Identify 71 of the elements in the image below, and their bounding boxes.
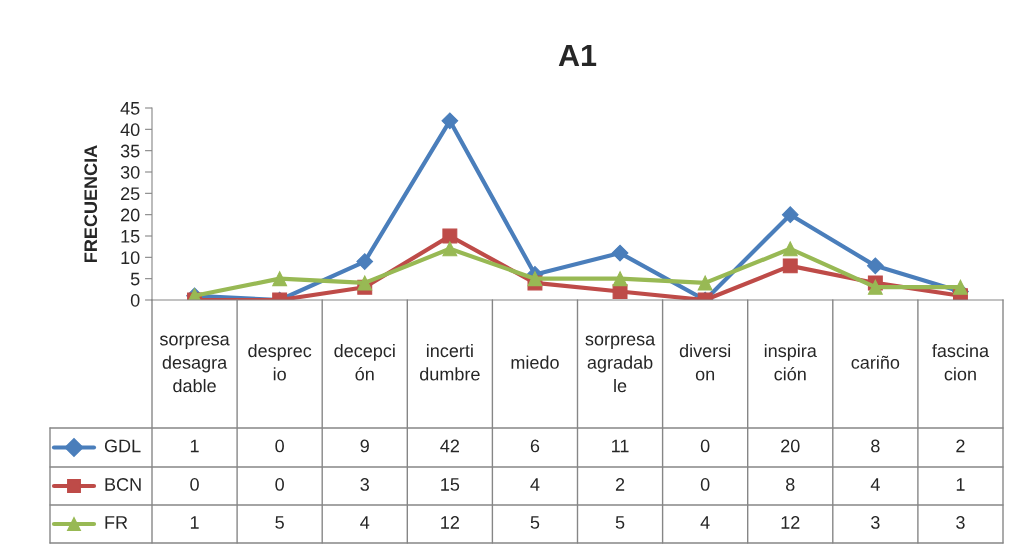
point xyxy=(866,257,884,275)
y-tick-label: 45 xyxy=(120,102,140,115)
data-label: 5 xyxy=(615,516,625,529)
data-label: 3 xyxy=(360,478,369,491)
data-label: 6 xyxy=(530,439,540,453)
point xyxy=(952,279,968,295)
data-label: 1 xyxy=(190,439,199,453)
data-label: 12 xyxy=(441,516,459,529)
x-tick-label: sorpresa desagradable xyxy=(159,335,230,393)
point xyxy=(782,258,798,274)
data-label: 4 xyxy=(360,516,370,529)
data-label: 1 xyxy=(956,478,965,491)
point xyxy=(357,275,373,291)
point xyxy=(612,271,628,287)
data-label: 2 xyxy=(956,439,965,453)
data-label: 9 xyxy=(360,439,369,453)
data-label: 8 xyxy=(871,439,880,453)
data-label: 12 xyxy=(781,516,800,529)
legend-label: GDL xyxy=(104,439,141,453)
x-tick-label: decepción xyxy=(334,343,395,381)
point xyxy=(781,206,799,224)
data-label: 5 xyxy=(530,516,540,529)
y-tick-label: 30 xyxy=(120,165,140,179)
x-tick-label: miedo xyxy=(511,355,559,369)
data-label: 8 xyxy=(786,478,795,491)
data-label: 0 xyxy=(275,439,284,453)
data-label: 0 xyxy=(700,478,710,491)
data-label: 5 xyxy=(275,516,284,529)
data-label: 0 xyxy=(275,478,284,491)
point xyxy=(527,271,543,287)
y-tick-label: 40 xyxy=(120,123,140,137)
data-label: 3 xyxy=(956,516,965,529)
point xyxy=(442,241,458,257)
data-label: 20 xyxy=(781,439,800,453)
y-tick-label: 10 xyxy=(121,251,140,265)
y-axis-title: FRECUENCIA xyxy=(84,145,98,262)
point xyxy=(442,228,458,244)
x-tick-label: sorpresa agradable xyxy=(585,335,656,393)
data-label: 4 xyxy=(700,516,710,529)
point xyxy=(611,244,629,262)
data-label: 0 xyxy=(190,478,199,491)
y-tick-label: 0 xyxy=(130,293,140,307)
y-tick-label: 5 xyxy=(130,272,140,286)
data-label: 11 xyxy=(612,439,629,453)
point xyxy=(697,275,713,291)
y-tick-label: 25 xyxy=(121,187,140,201)
data-label: 4 xyxy=(530,478,540,491)
data-label: 4 xyxy=(870,478,880,491)
legend-label: FR xyxy=(105,516,128,529)
x-tick-label: desprecio xyxy=(248,343,312,381)
point xyxy=(867,279,883,295)
legend-label: BCN xyxy=(105,478,141,491)
data-label: 0 xyxy=(700,439,710,453)
point xyxy=(441,112,459,130)
data-label: 15 xyxy=(441,478,460,491)
x-tick-label: incertidumbre xyxy=(420,343,480,381)
point xyxy=(356,253,374,270)
x-tick-label: fascinacion xyxy=(932,343,990,381)
data-label: 2 xyxy=(615,478,625,491)
y-tick-label: 35 xyxy=(120,144,140,158)
data-label: 42 xyxy=(440,439,459,453)
chart-title: A1 xyxy=(558,44,597,66)
point xyxy=(782,241,798,257)
x-tick-label: diversion xyxy=(679,343,731,381)
y-tick-label: 15 xyxy=(121,230,140,243)
x-tick-label: cariño xyxy=(851,355,900,369)
data-label: 3 xyxy=(871,516,880,529)
data-label: 1 xyxy=(190,516,199,529)
point xyxy=(272,271,288,287)
x-tick-label: inspiración xyxy=(764,343,817,381)
y-tick-label: 20 xyxy=(121,208,140,222)
